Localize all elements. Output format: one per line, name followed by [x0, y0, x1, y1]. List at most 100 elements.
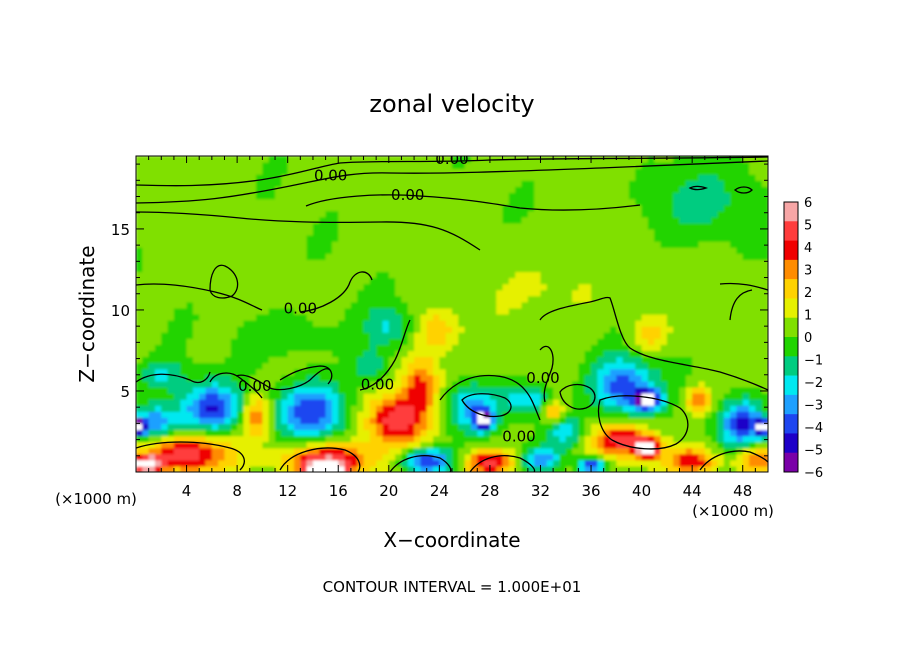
heatmap-cell	[736, 235, 744, 242]
heatmap-cell	[477, 338, 485, 345]
heatmap-cell	[730, 374, 737, 382]
heatmap-cell	[698, 423, 706, 431]
heatmap-cell	[559, 210, 567, 218]
heatmap-cell	[546, 411, 554, 418]
heatmap-cell	[205, 338, 213, 345]
heatmap-cell	[508, 386, 516, 394]
heatmap-cell	[306, 374, 314, 382]
heatmap-cell	[673, 405, 681, 412]
heatmap-cell	[224, 228, 232, 236]
heatmap-cell	[458, 332, 466, 339]
heatmap-cell	[180, 350, 188, 358]
heatmap-cell	[628, 235, 636, 242]
heatmap-cell	[256, 362, 263, 370]
heatmap-cell	[730, 411, 737, 418]
heatmap-cell	[205, 447, 213, 455]
heatmap-cell	[338, 326, 346, 333]
heatmap-cell	[369, 459, 377, 467]
heatmap-cell	[275, 429, 282, 437]
heatmap-cell	[312, 356, 320, 364]
heatmap-cell	[477, 283, 485, 291]
heatmap-cell	[148, 235, 156, 242]
heatmap-cell	[584, 241, 592, 248]
heatmap-cell	[325, 344, 333, 352]
heatmap-cell	[224, 320, 232, 327]
heatmap-cell	[312, 374, 320, 382]
heatmap-cell	[452, 326, 459, 333]
heatmap-cell	[382, 447, 390, 455]
heatmap-cell	[496, 222, 504, 230]
heatmap-cell	[148, 222, 156, 230]
heatmap-cell	[515, 441, 523, 449]
heatmap-cell	[578, 411, 586, 418]
heatmap-cell	[559, 307, 567, 315]
heatmap-cell	[452, 222, 459, 230]
heatmap-cell	[237, 216, 245, 224]
heatmap-cell	[565, 326, 573, 333]
heatmap-cell	[161, 301, 169, 309]
heatmap-cell	[565, 465, 573, 472]
heatmap-cell	[616, 228, 624, 236]
heatmap-cell	[698, 465, 706, 472]
heatmap-cell	[407, 162, 415, 169]
heatmap-cell	[230, 332, 238, 339]
heatmap-cell	[736, 314, 744, 321]
heatmap-cell	[249, 295, 257, 303]
heatmap-cell	[205, 453, 213, 461]
heatmap-cell	[306, 429, 314, 437]
heatmap-cell	[331, 168, 339, 175]
heatmap-cell	[502, 222, 510, 230]
heatmap-cell	[553, 186, 561, 194]
heatmap-cell	[350, 338, 358, 345]
heatmap-cell	[173, 374, 181, 382]
heatmap-cell	[199, 235, 207, 242]
heatmap-cell	[584, 411, 592, 418]
heatmap-cell	[660, 386, 668, 394]
heatmap-cell	[489, 241, 497, 248]
heatmap-cell	[306, 277, 314, 285]
heatmap-cell	[376, 314, 384, 321]
heatmap-cell	[711, 156, 719, 163]
heatmap-cell	[464, 216, 472, 224]
heatmap-cell	[395, 265, 403, 273]
heatmap-cell	[723, 344, 731, 352]
heatmap-cell	[641, 423, 649, 431]
heatmap-cell	[660, 332, 668, 339]
heatmap-cell	[489, 228, 497, 236]
heatmap-cell	[344, 350, 352, 358]
heatmap-cell	[338, 453, 346, 461]
heatmap-cell	[325, 295, 333, 303]
heatmap-cell	[508, 344, 516, 352]
heatmap-cell	[515, 247, 523, 254]
heatmap-cell	[559, 204, 567, 212]
heatmap-cell	[553, 326, 561, 333]
heatmap-cell	[395, 253, 403, 260]
heatmap-cell	[414, 241, 421, 248]
heatmap-cell	[698, 441, 706, 449]
heatmap-cell	[717, 380, 725, 388]
heatmap-cell	[502, 162, 510, 169]
heatmap-cell	[502, 204, 510, 212]
heatmap-cell	[382, 277, 390, 285]
heatmap-cell	[262, 192, 270, 200]
heatmap-cell	[249, 350, 257, 358]
heatmap-cell	[622, 216, 630, 224]
heatmap-cell	[622, 156, 630, 163]
heatmap-cell	[591, 204, 598, 212]
heatmap-cell	[546, 307, 554, 315]
heatmap-cell	[325, 399, 333, 406]
heatmap-cell	[698, 393, 706, 400]
heatmap-cell	[230, 168, 238, 175]
heatmap-cell	[300, 314, 308, 321]
heatmap-cell	[496, 186, 504, 194]
heatmap-cell	[565, 399, 573, 406]
heatmap-cell	[300, 386, 308, 394]
heatmap-cell	[237, 271, 245, 279]
heatmap-cell	[249, 204, 257, 212]
heatmap-cell	[654, 386, 662, 394]
heatmap-cell	[249, 235, 257, 242]
heatmap-cell	[211, 168, 219, 175]
heatmap-cell	[610, 192, 617, 200]
heatmap-cell	[338, 235, 346, 242]
heatmap-cell	[357, 162, 365, 169]
